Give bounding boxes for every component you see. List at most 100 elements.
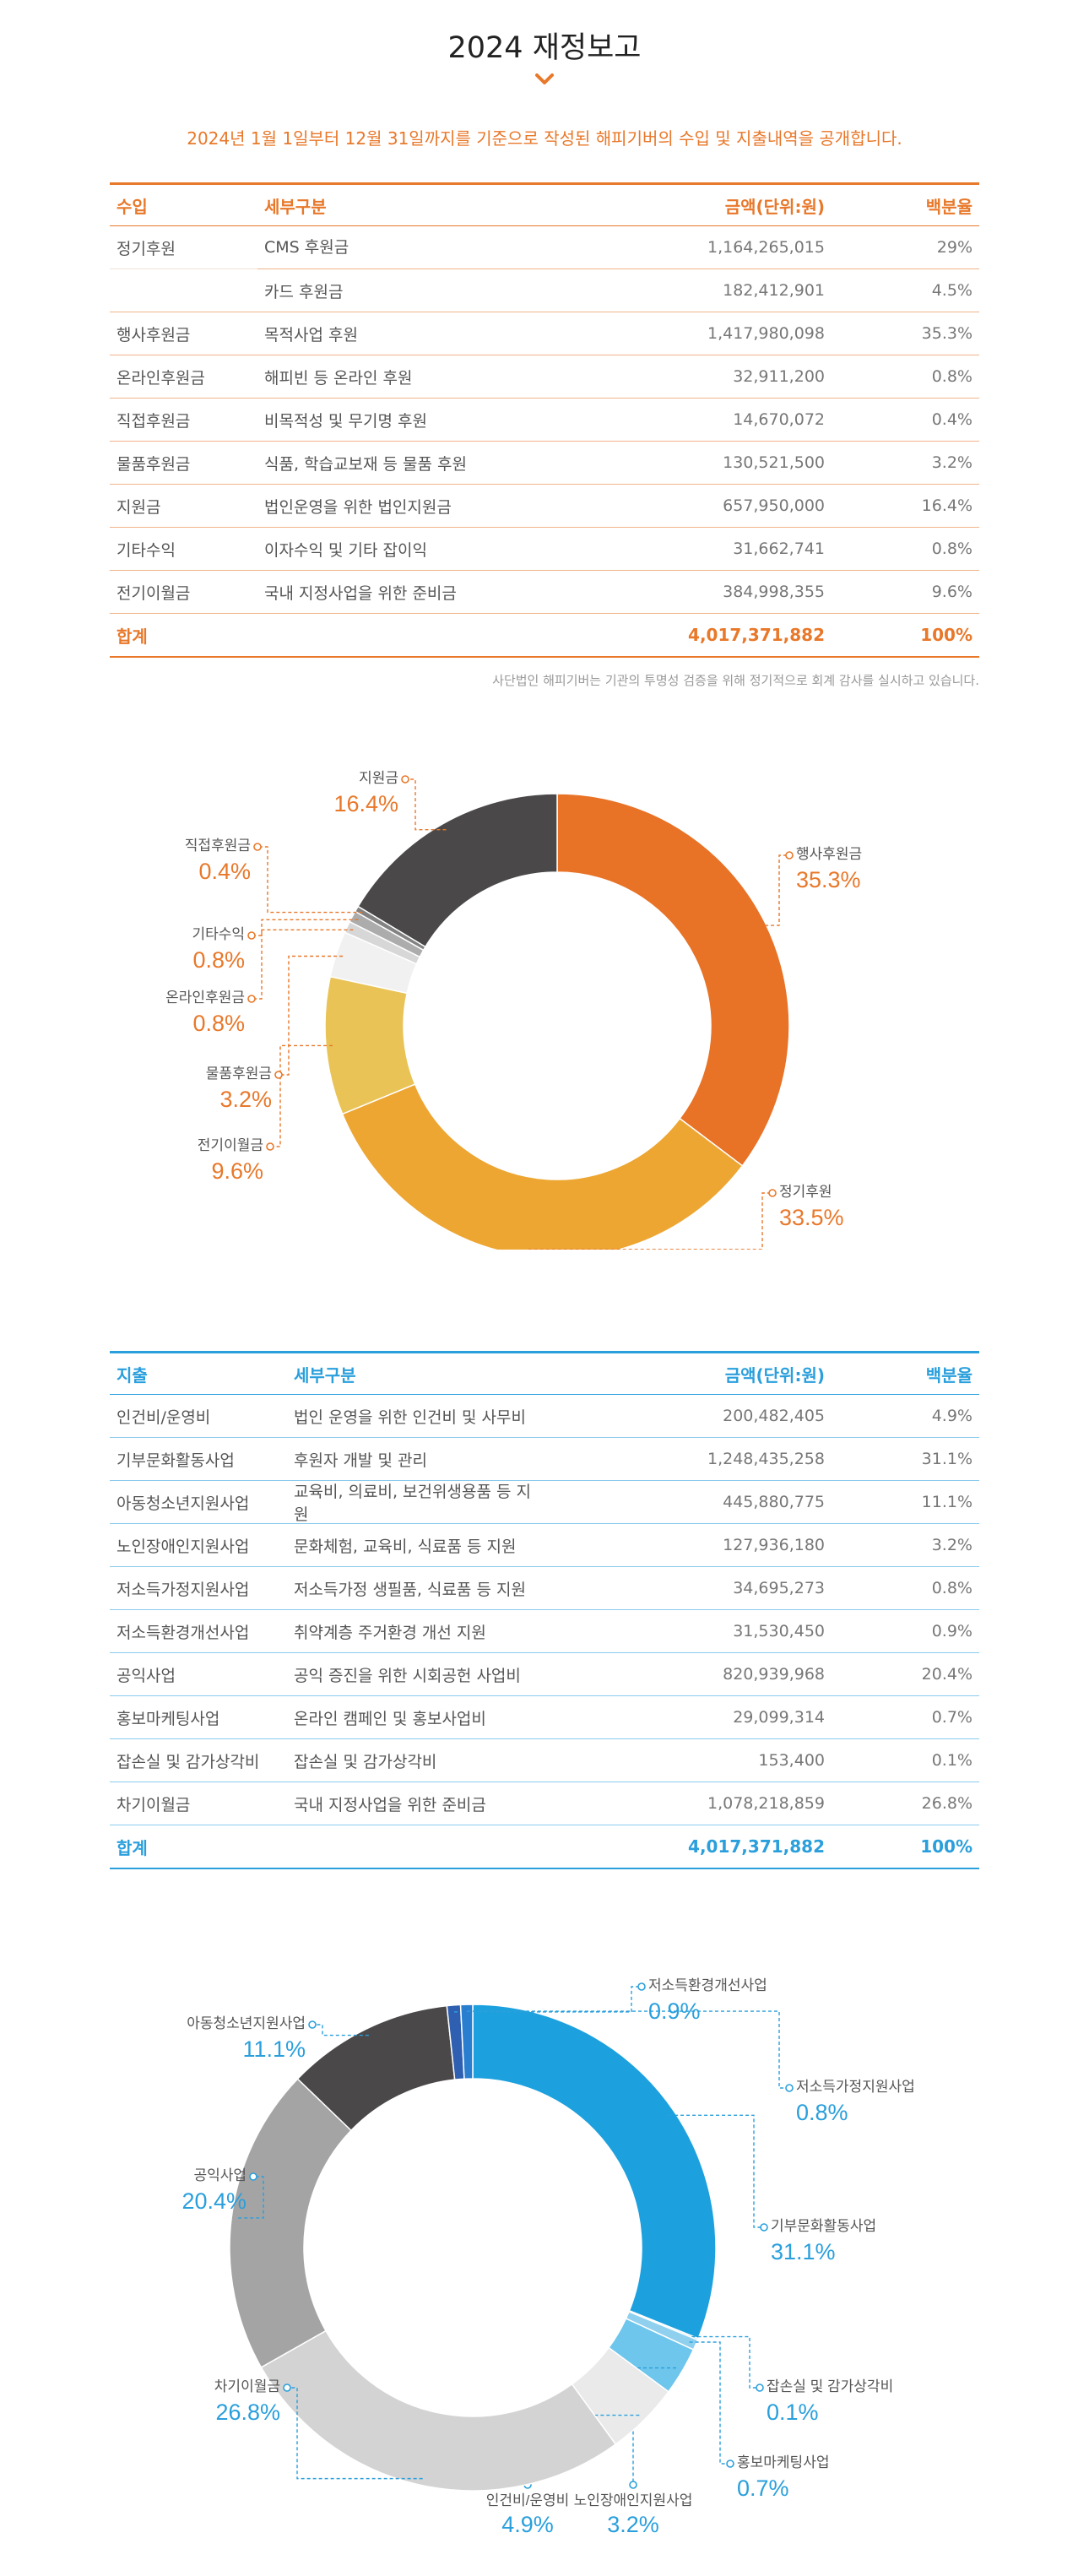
row-category: 전기이월금 (116, 583, 191, 603)
income-table: 수입 세부구분 금액(단위:원) 백분율 정기후원 CMS 후원금 1,164,… (110, 182, 979, 658)
leader-line (255, 929, 354, 1000)
row-amount: 657,950,000 (723, 496, 825, 515)
row-detail: 취약계층 주거환경 개선 지원 (294, 1623, 486, 1642)
leader-line (466, 2010, 786, 2089)
table-row: 기부문화활동사업 후원자 개발 및 관리 1,248,435,258 31.1% (110, 1438, 979, 1481)
slice-label: 노인장애인지원사업 (574, 2492, 693, 2508)
row-detail: 비목적성 및 무기명 후원 (264, 411, 427, 431)
leader-dot (249, 2172, 257, 2181)
leader-line (409, 778, 447, 831)
leader-line (527, 2414, 640, 2487)
leader-line (274, 1044, 333, 1147)
header-detail: 세부구분 (264, 196, 327, 217)
slice-percent-label: 16.4% (333, 791, 398, 816)
row-percent: 35.3% (921, 324, 973, 343)
leader-dot (247, 931, 256, 940)
table-row: 기타수익 이자수익 및 기타 잡이익 31,662,741 0.8% (110, 528, 979, 571)
row-percent: 4.5% (931, 281, 973, 300)
row-amount: 1,164,265,015 (536, 226, 832, 269)
slice-label: 저소득환경개선사업 (648, 1977, 767, 1993)
row-category: 정기후원 (116, 239, 176, 258)
chevron-down-icon (535, 73, 554, 84)
row-percent: 0.8% (931, 1579, 973, 1597)
row-percent: 0.1% (931, 1751, 973, 1770)
row-amount: 127,936,180 (723, 1536, 825, 1554)
slice-label: 기부문화활동사업 (771, 2218, 876, 2234)
leader-line (282, 955, 344, 1076)
table-row: 물품후원금 식품, 학습교보재 등 물품 후원 130,521,500 3.2% (110, 442, 979, 485)
leader-dot (274, 1071, 283, 1079)
table-row: 지원금 법인운영을 위한 법인지원금 657,950,000 16.4% (110, 485, 979, 528)
income-donut-chart: 행사후원금 35.3% 정기후원 33.5% 전기이월금 9.6% 물품후원금 3.2% 온라인… (165, 770, 862, 1250)
row-percent: 16.4% (921, 496, 973, 515)
expense-table: 지출 세부구분 금액(단위:원) 백분율 인건비/운영비 법인 운영을 위한 인… (110, 1351, 979, 1869)
table-row: 직접후원금 비목적성 및 무기명 후원 14,670,072 0.4% (110, 399, 979, 442)
row-detail: 문화체험, 교육비, 식료품 등 지원 (294, 1537, 517, 1556)
slice-label: 아동청소년지원사업 (187, 2015, 306, 2031)
leader-dot (253, 843, 262, 851)
row-percent: 0.7% (931, 1708, 973, 1727)
header-percent: 백분율 (925, 1364, 973, 1386)
row-percent: 3.2% (931, 453, 973, 472)
slice-percent-label: 0.1% (767, 2400, 819, 2425)
slice-label: 전기이월금 (198, 1137, 263, 1153)
audit-note: 사단법인 해피기버는 기관의 투명성 검증을 위해 정기적으로 회계 감사를 실… (492, 673, 979, 688)
row-percent: 26.8% (921, 1794, 973, 1813)
slice-percent-label: 3.2% (219, 1087, 272, 1112)
row-category: 홍보마케팅사업 (116, 1709, 220, 1728)
header-amount: 금액(단위:원) (724, 196, 825, 217)
row-amount: 31,530,450 (733, 1622, 825, 1641)
table-row: 홍보마케팅사업 온라인 캠페인 및 홍보사업비 29,099,314 0.7% (110, 1696, 979, 1739)
row-category: 저소득환경개선사업 (116, 1623, 250, 1642)
total-percent: 100% (920, 1836, 973, 1857)
leader-line (261, 846, 363, 914)
row-category: 인건비/운영비 (116, 1407, 211, 1427)
total-percent: 100% (920, 625, 973, 645)
expense-total-row: 합계 4,017,371,882 100% (110, 1825, 979, 1869)
slice-label: 홍보마케팅사업 (737, 2454, 829, 2470)
row-detail: 온라인 캠페인 및 홍보사업비 (294, 1709, 486, 1728)
slice-label: 온라인후원금 (165, 990, 245, 1006)
slice-label: 지원금 (359, 770, 398, 786)
row-amount: 153,400 (758, 1751, 825, 1770)
row-amount: 29,099,314 (733, 1708, 825, 1727)
slice-percent-label: 35.3% (796, 867, 861, 892)
slice-label: 정기후원 (779, 1184, 832, 1200)
row-detail: 목적사업 후원 (264, 325, 358, 344)
donut-slice (556, 793, 790, 1167)
slice-label: 물품후원금 (206, 1066, 272, 1082)
row-category: 공익사업 (116, 1666, 176, 1685)
row-percent: 0.8% (931, 367, 973, 386)
table-row: 전기이월금 국내 지정사업을 위한 준비금 384,998,355 9.6% (110, 571, 979, 614)
row-category: 차기이월금 (116, 1795, 191, 1814)
row-category: 노인장애인지원사업 (116, 1537, 250, 1556)
row-amount: 445,880,775 (723, 1493, 825, 1511)
row-category: 기타수익 (116, 540, 176, 560)
leader-line (454, 1986, 638, 2013)
slice-percent-label: 33.5% (779, 1205, 844, 1230)
row-category: 지원금 (116, 497, 161, 517)
table-row: 카드 후원금 182,412,901 4.5% (110, 269, 979, 312)
row-detail: 후원자 개발 및 관리 (294, 1451, 427, 1470)
row-percent: 3.2% (931, 1536, 973, 1554)
page-title: 2024 재정보고 (447, 31, 642, 65)
row-amount: 32,911,200 (733, 367, 825, 386)
slice-label: 직접후원금 (185, 838, 251, 854)
row-amount: 31,662,741 (733, 540, 825, 558)
income-total-row: 합계 4,017,371,882 100% (110, 614, 979, 658)
row-detail: 공익 증진을 위한 시회공헌 사업비 (294, 1666, 521, 1685)
expense-table-header: 지출 세부구분 금액(단위:원) 백분율 (110, 1351, 979, 1395)
leader-dot (283, 2383, 291, 2392)
row-amount: 1,417,980,098 (707, 324, 825, 343)
row-percent: 0.4% (931, 410, 973, 429)
slice-percent-label: 26.8% (215, 2400, 280, 2425)
header-category: 지출 (116, 1364, 148, 1386)
leader-line (255, 919, 359, 936)
row-detail: 카드 후원금 (264, 282, 344, 301)
header-percent: 백분율 (925, 196, 973, 217)
leader-dot (637, 1982, 646, 1991)
row-detail: 저소득가정 생필품, 식료품 등 지원 (294, 1580, 526, 1599)
row-percent: 4.9% (931, 1407, 973, 1425)
table-row: 저소득환경개선사업 취약계층 주거환경 개선 지원 31,530,450 0.9… (110, 1610, 979, 1653)
slice-label: 잡손실 및 감가상각비 (767, 2378, 893, 2394)
